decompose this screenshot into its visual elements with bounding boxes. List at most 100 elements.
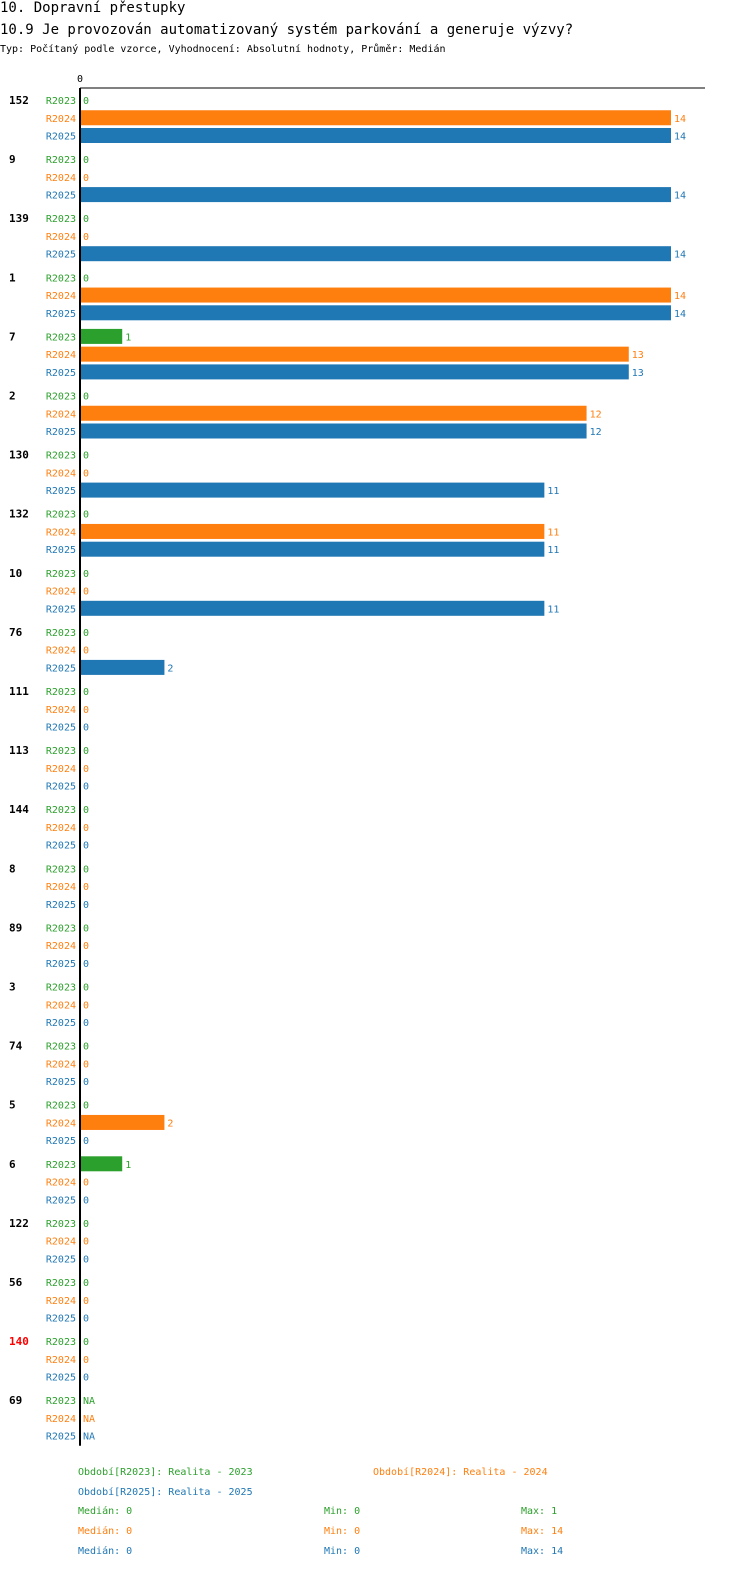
value-label: 0 <box>83 687 89 698</box>
value-label: 0 <box>83 823 89 834</box>
series-label: R2024 <box>46 1355 76 1366</box>
series-label: R2025 <box>46 1254 76 1265</box>
group-label: 111 <box>9 685 29 698</box>
series-label: R2025 <box>46 841 76 852</box>
series-label: R2024 <box>46 1178 76 1189</box>
group-label: 8 <box>9 862 16 875</box>
bar <box>80 1156 123 1172</box>
value-label: 14 <box>674 309 686 320</box>
bar <box>80 364 629 380</box>
value-label: 11 <box>547 527 559 538</box>
series-label: R2024 <box>46 114 76 125</box>
value-label: 0 <box>83 1296 89 1307</box>
series-label: R2023 <box>46 1101 76 1112</box>
series-label: R2024 <box>46 1296 76 1307</box>
value-label: 0 <box>83 155 89 166</box>
series-label: R2024 <box>46 646 76 657</box>
series-label: R2023 <box>46 628 76 639</box>
value-label: NA <box>83 1396 95 1407</box>
series-label: R2023 <box>46 1278 76 1289</box>
value-label: 0 <box>83 1059 89 1070</box>
series-label: R2025 <box>46 309 76 320</box>
series-label: R2023 <box>46 1396 76 1407</box>
value-label: 0 <box>83 1355 89 1366</box>
group-label: 76 <box>9 626 23 639</box>
series-label: R2023 <box>46 746 76 757</box>
value-label: 0 <box>83 705 89 716</box>
series-label: R2025 <box>46 959 76 970</box>
value-label: 14 <box>674 132 686 143</box>
group-label: 130 <box>9 449 29 462</box>
value-label: 0 <box>83 1254 89 1265</box>
value-label: 11 <box>547 545 559 556</box>
series-label: R2024 <box>46 232 76 243</box>
group-label: 9 <box>9 153 16 166</box>
bar <box>80 523 545 539</box>
series-label: R2023 <box>46 155 76 166</box>
series-label: R2024 <box>46 823 76 834</box>
series-label: R2024 <box>46 1414 76 1425</box>
group-label: 3 <box>9 981 16 994</box>
value-label: 0 <box>83 782 89 793</box>
value-label: 0 <box>83 1337 89 1348</box>
series-label: R2025 <box>46 782 76 793</box>
series-label: R2025 <box>46 1314 76 1325</box>
value-label: 0 <box>83 1077 89 1088</box>
value-label: 2 <box>167 663 173 674</box>
chart-subtitle: Typ: Počítaný podle vzorce, Vyhodnocení:… <box>0 44 446 55</box>
value-label: 0 <box>83 1178 89 1189</box>
value-label: 0 <box>83 1195 89 1206</box>
bar <box>80 246 671 262</box>
bar <box>80 305 671 321</box>
value-label: 0 <box>83 451 89 462</box>
value-label: 14 <box>674 114 686 125</box>
group-label: 89 <box>9 921 22 934</box>
series-label: R2025 <box>46 427 76 438</box>
series-label: R2024 <box>46 941 76 952</box>
value-label: 0 <box>83 214 89 225</box>
value-label: 1 <box>125 332 131 343</box>
group-label: 139 <box>9 212 29 225</box>
value-label: 0 <box>83 232 89 243</box>
series-label: R2024 <box>46 173 76 184</box>
bar <box>80 328 123 344</box>
value-label: 0 <box>83 392 89 403</box>
series-label: R2024 <box>46 587 76 598</box>
value-label: 14 <box>674 191 686 202</box>
group-label: 122 <box>9 1217 29 1230</box>
value-label: 0 <box>83 510 89 521</box>
value-label: 0 <box>83 805 89 816</box>
group-label: 144 <box>9 803 29 816</box>
value-label: 12 <box>590 427 602 438</box>
stat-median: Medián: 0 <box>78 1506 133 1517</box>
value-label: 0 <box>83 882 89 893</box>
bar <box>80 600 545 616</box>
group-label: 74 <box>9 1040 23 1053</box>
value-label: 0 <box>83 723 89 734</box>
series-label: R2024 <box>46 882 76 893</box>
bar <box>80 482 545 498</box>
series-label: R2025 <box>46 368 76 379</box>
group-label: 10 <box>9 567 22 580</box>
series-label: R2025 <box>46 191 76 202</box>
series-label: R2024 <box>46 468 76 479</box>
value-label: 0 <box>83 864 89 875</box>
series-label: R2024 <box>46 705 76 716</box>
series-label: R2025 <box>46 900 76 911</box>
group-label: 5 <box>9 1099 16 1112</box>
bar <box>80 187 671 203</box>
legend-item-R2023: Období[R2023]: Realita - 2023 <box>78 1467 253 1478</box>
group-label: 6 <box>9 1158 16 1171</box>
stat-min: Min: 0 <box>324 1546 361 1557</box>
value-label: 0 <box>83 273 89 284</box>
series-label: R2025 <box>46 250 76 261</box>
series-label: R2024 <box>46 1059 76 1070</box>
value-label: 0 <box>83 959 89 970</box>
stat-median: Medián: 0 <box>78 1546 133 1557</box>
series-label: R2023 <box>46 273 76 284</box>
bar <box>80 128 671 143</box>
value-label: 0 <box>83 1000 89 1011</box>
series-label: R2023 <box>46 510 76 521</box>
series-label: R2025 <box>46 1432 76 1443</box>
group-label: 1 <box>9 271 16 284</box>
